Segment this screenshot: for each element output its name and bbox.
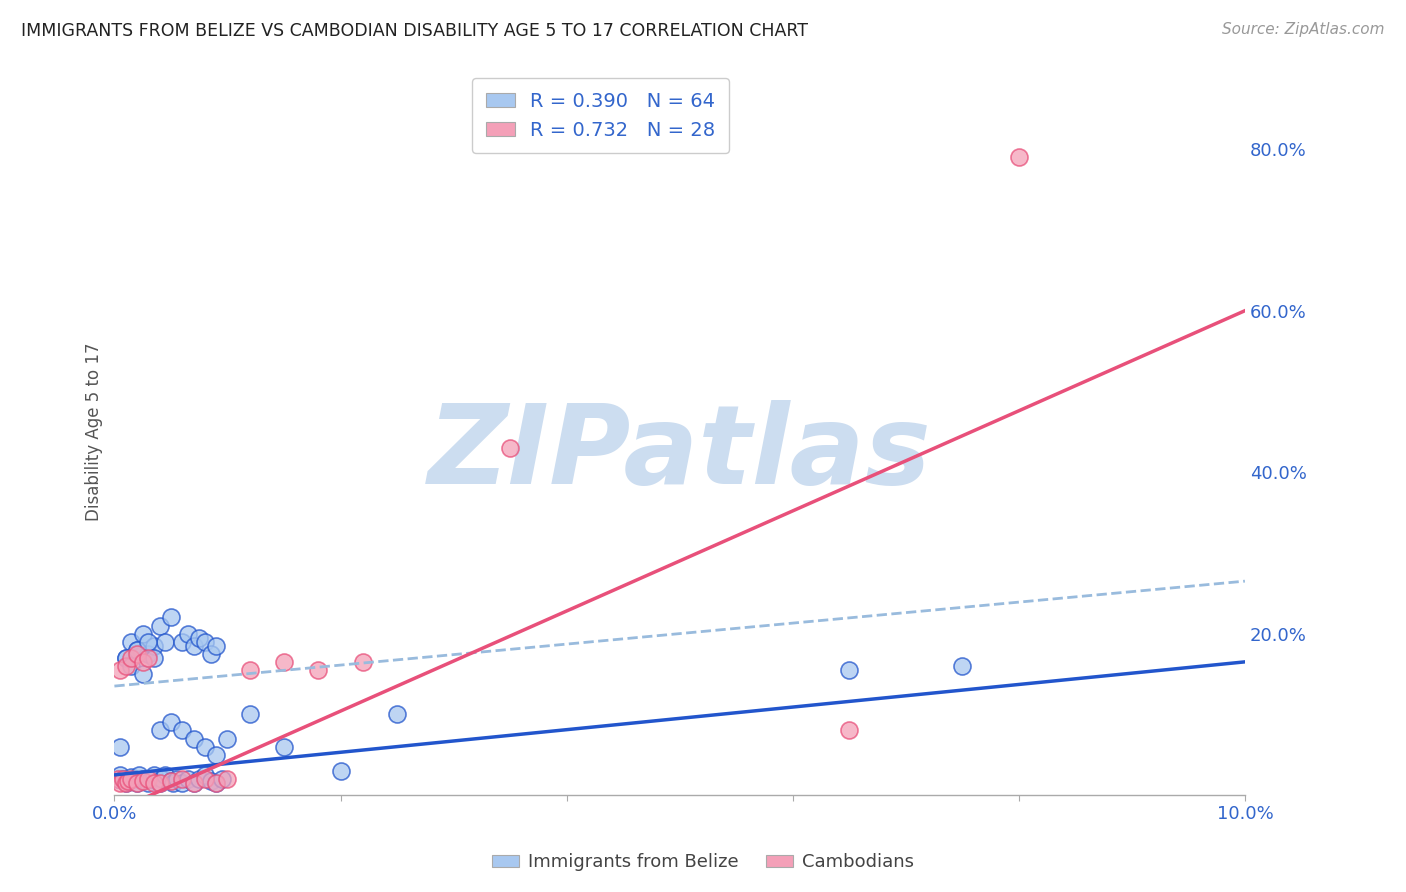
Point bbox=[217, 731, 239, 746]
Point bbox=[114, 659, 136, 673]
Legend: R = 0.390   N = 64, R = 0.732   N = 28: R = 0.390 N = 64, R = 0.732 N = 28 bbox=[472, 78, 730, 153]
Point bbox=[160, 773, 183, 788]
Point bbox=[194, 739, 217, 754]
Point bbox=[217, 772, 239, 786]
Point bbox=[200, 773, 222, 788]
Point bbox=[143, 639, 166, 653]
Point bbox=[131, 655, 153, 669]
Point bbox=[188, 772, 211, 786]
Point bbox=[838, 723, 860, 738]
Text: IMMIGRANTS FROM BELIZE VS CAMBODIAN DISABILITY AGE 5 TO 17 CORRELATION CHART: IMMIGRANTS FROM BELIZE VS CAMBODIAN DISA… bbox=[21, 22, 808, 40]
Point bbox=[143, 650, 166, 665]
Point bbox=[131, 626, 153, 640]
Point bbox=[160, 773, 183, 788]
Point bbox=[166, 772, 188, 786]
Point bbox=[172, 634, 194, 648]
Point bbox=[838, 663, 860, 677]
Point bbox=[183, 639, 205, 653]
Point bbox=[149, 776, 172, 790]
Point bbox=[131, 772, 153, 786]
Point bbox=[155, 634, 177, 648]
Point bbox=[205, 747, 228, 762]
Point bbox=[200, 647, 222, 661]
Point bbox=[273, 655, 295, 669]
Point bbox=[239, 707, 262, 722]
Point bbox=[124, 772, 146, 786]
Point bbox=[177, 626, 200, 640]
Point bbox=[125, 776, 148, 790]
Point bbox=[117, 773, 139, 788]
Point bbox=[205, 639, 228, 653]
Point bbox=[125, 642, 148, 657]
Legend: Immigrants from Belize, Cambodians: Immigrants from Belize, Cambodians bbox=[485, 847, 921, 879]
Point bbox=[125, 647, 148, 661]
Point bbox=[114, 650, 136, 665]
Point bbox=[149, 776, 172, 790]
Point bbox=[108, 768, 131, 782]
Point bbox=[108, 776, 131, 790]
Point bbox=[125, 642, 148, 657]
Point bbox=[183, 731, 205, 746]
Y-axis label: Disability Age 5 to 17: Disability Age 5 to 17 bbox=[86, 343, 103, 521]
Point bbox=[172, 776, 194, 790]
Point bbox=[128, 768, 150, 782]
Point bbox=[385, 707, 408, 722]
Point bbox=[143, 776, 166, 790]
Point bbox=[183, 776, 205, 790]
Point bbox=[108, 739, 131, 754]
Point bbox=[120, 772, 142, 786]
Point bbox=[155, 768, 177, 782]
Point bbox=[108, 663, 131, 677]
Point bbox=[177, 772, 200, 786]
Point bbox=[136, 634, 159, 648]
Point bbox=[149, 723, 172, 738]
Point bbox=[107, 772, 129, 786]
Text: Source: ZipAtlas.com: Source: ZipAtlas.com bbox=[1222, 22, 1385, 37]
Point bbox=[205, 776, 228, 790]
Point bbox=[950, 659, 973, 673]
Point bbox=[136, 650, 159, 665]
Point bbox=[120, 659, 142, 673]
Point bbox=[120, 770, 142, 784]
Point bbox=[307, 663, 329, 677]
Point bbox=[499, 441, 522, 455]
Point bbox=[136, 647, 159, 661]
Point bbox=[136, 772, 159, 786]
Point bbox=[194, 772, 217, 786]
Point bbox=[239, 663, 262, 677]
Point bbox=[139, 772, 162, 786]
Point bbox=[117, 773, 139, 788]
Point bbox=[172, 723, 194, 738]
Point bbox=[329, 764, 352, 778]
Point bbox=[162, 776, 184, 790]
Point bbox=[120, 650, 142, 665]
Point bbox=[183, 776, 205, 790]
Point bbox=[211, 772, 233, 786]
Point bbox=[150, 772, 173, 786]
Point bbox=[194, 634, 217, 648]
Point bbox=[149, 618, 172, 632]
Point bbox=[194, 768, 217, 782]
Point bbox=[205, 776, 228, 790]
Point bbox=[120, 634, 142, 648]
Text: ZIPatlas: ZIPatlas bbox=[427, 401, 932, 507]
Point bbox=[114, 776, 136, 790]
Point bbox=[107, 772, 129, 786]
Point bbox=[188, 631, 211, 645]
Point bbox=[131, 667, 153, 681]
Point bbox=[114, 650, 136, 665]
Point bbox=[136, 776, 159, 790]
Point bbox=[143, 768, 166, 782]
Point bbox=[125, 776, 148, 790]
Point bbox=[160, 715, 183, 730]
Point bbox=[172, 772, 194, 786]
Point bbox=[160, 610, 183, 624]
Point bbox=[114, 776, 136, 790]
Point bbox=[112, 772, 135, 786]
Point bbox=[273, 739, 295, 754]
Point bbox=[352, 655, 374, 669]
Point bbox=[112, 772, 135, 786]
Point bbox=[1008, 150, 1031, 164]
Point bbox=[131, 773, 153, 788]
